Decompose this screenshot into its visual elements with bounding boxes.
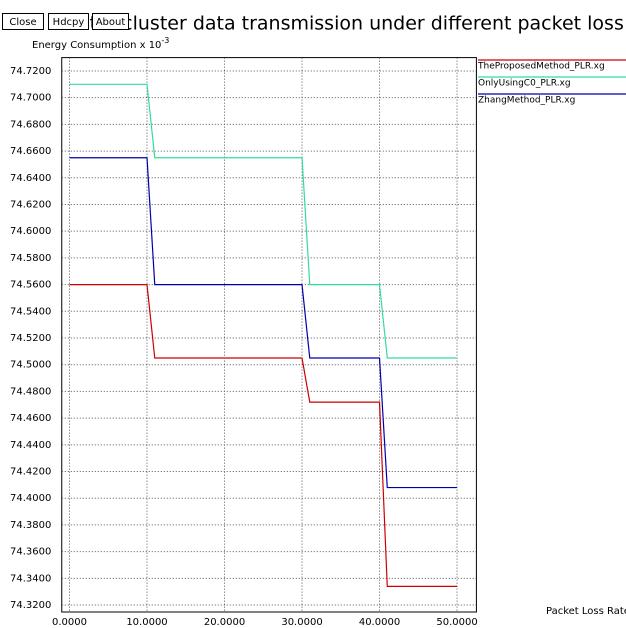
x-tick-label: 30.0000 bbox=[281, 617, 322, 628]
y-tick-label: 74.6200 bbox=[10, 199, 51, 210]
y-tick-label: 74.4800 bbox=[10, 386, 51, 397]
x-axis-label: Packet Loss Rate bbox=[546, 606, 626, 617]
y-tick-label: 74.4000 bbox=[10, 493, 51, 504]
y-tick-label: 74.3800 bbox=[10, 520, 51, 531]
y-tick-label: 74.3200 bbox=[10, 600, 51, 611]
series-line bbox=[69, 283, 458, 587]
chart-title: ison in inter-cluster data transmission … bbox=[4, 13, 626, 35]
y-tick-label: 74.6000 bbox=[10, 226, 51, 237]
y-tick-label: 74.5600 bbox=[10, 280, 51, 291]
x-tick-label: 0.0000 bbox=[52, 617, 87, 628]
y-tick-label: 74.5200 bbox=[10, 333, 51, 344]
y-tick-label: 74.4400 bbox=[10, 440, 51, 451]
y-tick-label: 74.4600 bbox=[10, 413, 51, 424]
y-tick-label: 74.4200 bbox=[10, 467, 51, 478]
y-tick-label: 74.3600 bbox=[10, 547, 51, 558]
y-tick-label: 74.5800 bbox=[10, 253, 51, 264]
y-tick-label: 74.6800 bbox=[10, 119, 51, 130]
y-tick-label: 74.7000 bbox=[10, 93, 51, 104]
legend-label: ZhangMethod_PLR.xg bbox=[478, 96, 575, 106]
y-tick-label: 74.7200 bbox=[10, 66, 51, 77]
series-line bbox=[69, 157, 458, 489]
legend-label: TheProposedMethod_PLR.xg bbox=[477, 62, 605, 72]
x-tick-label: 20.0000 bbox=[204, 617, 245, 628]
y-tick-label: 74.5400 bbox=[10, 306, 51, 317]
plot-frame bbox=[61, 57, 477, 613]
x-tick-label: 50.0000 bbox=[436, 617, 477, 628]
x-tick-label: 10.0000 bbox=[126, 617, 167, 628]
y-tick-label: 74.5000 bbox=[10, 360, 51, 371]
series-line bbox=[69, 83, 458, 359]
y-label-text: Energy Consumption x 10 bbox=[32, 40, 161, 51]
hdcpy-button[interactable]: Hdcpy bbox=[48, 13, 89, 30]
y-label-exponent: -3 bbox=[161, 36, 169, 45]
close-button[interactable]: Close bbox=[2, 13, 44, 30]
y-tick-label: 74.6600 bbox=[10, 146, 51, 157]
button-label[interactable]: Hdcpy bbox=[53, 17, 85, 28]
legend-label: OnlyUsingC0_PLR.xg bbox=[478, 79, 571, 89]
button-label[interactable]: Close bbox=[9, 17, 36, 28]
y-tick-label: 74.6400 bbox=[10, 173, 51, 184]
about-button[interactable]: About bbox=[92, 13, 129, 30]
y-axis-label: Energy Consumption x 10-3 bbox=[32, 36, 169, 52]
y-tick-label: 74.3400 bbox=[10, 573, 51, 584]
x-tick-label: 40.0000 bbox=[359, 617, 400, 628]
button-label[interactable]: About bbox=[96, 17, 126, 28]
